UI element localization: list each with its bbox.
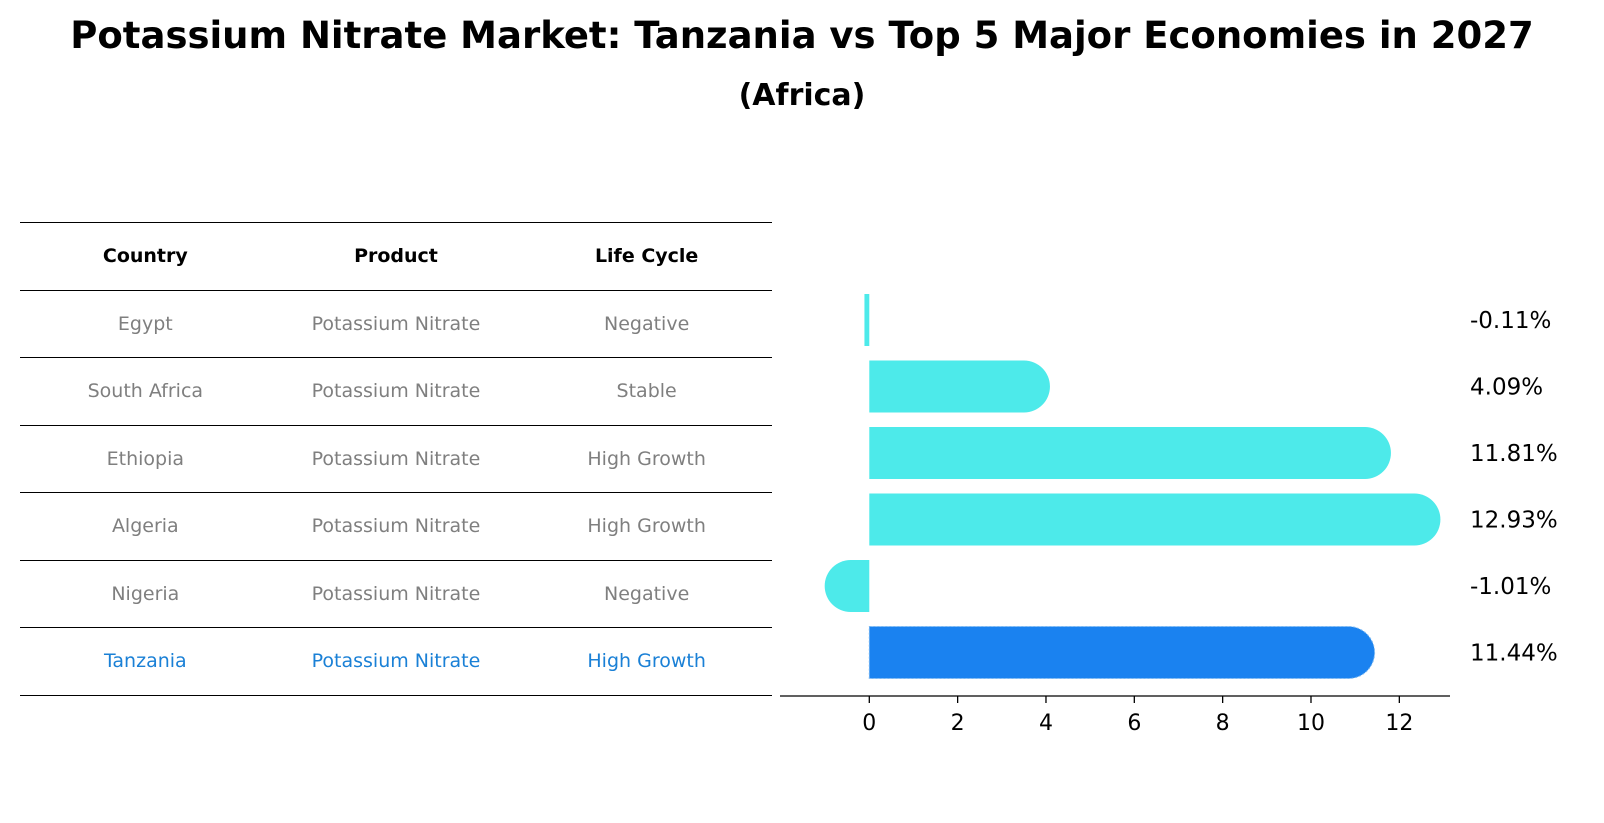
cell-life-cycle: Negative — [604, 312, 690, 335]
chart-subtitle: (Africa) — [738, 78, 866, 113]
cell-product: Potassium Nitrate — [311, 312, 481, 335]
header-life-cycle: Life Cycle — [594, 245, 699, 268]
x-tick-label-10: 10 — [1297, 711, 1325, 736]
bar-egypt — [864, 294, 870, 346]
x-tick-label-8: 8 — [1216, 711, 1230, 736]
bar-ethiopia — [869, 427, 1391, 479]
table-row: Algeria Potassium Nitrate High Growth — [20, 493, 772, 561]
cell-product: Potassium Nitrate — [311, 515, 481, 538]
cell-product: Potassium Nitrate — [311, 582, 481, 605]
cell-product: Potassium Nitrate — [311, 447, 481, 470]
table-row: Ethiopia Potassium Nitrate High Growth — [20, 426, 772, 493]
x-tick-label-0: 0 — [862, 711, 876, 736]
table-header-row: Country Product Life Cycle — [20, 222, 772, 291]
header-product: Product — [354, 245, 438, 268]
data-label-algeria: 12.93% — [1470, 508, 1558, 534]
chart-title: Potassium Nitrate Market: Tanzania vs To… — [70, 14, 1534, 57]
data-label-nigeria: -1.01% — [1470, 574, 1551, 600]
x-tick-label-2: 2 — [951, 711, 965, 736]
data-label-ethiopia: 11.81% — [1470, 441, 1558, 467]
cell-country: Nigeria — [111, 582, 180, 605]
bar-tanzania — [868, 626, 1376, 679]
bar-chart: -0.11% 4.09% 11.81% 12.93% -1.01% 11.44% 0 2 4 6 8… — [780, 280, 1590, 784]
cell-life-cycle: Stable — [616, 380, 677, 403]
bar-south-africa — [869, 360, 1050, 413]
x-tick-label-12: 12 — [1385, 711, 1413, 736]
table-row: Egypt Potassium Nitrate Negative — [20, 291, 772, 358]
cell-life-cycle: High Growth — [587, 650, 706, 673]
comparison-table: Country Product Life Cycle Egypt Potassi… — [20, 222, 772, 696]
cell-life-cycle: High Growth — [587, 515, 706, 538]
cell-country: Algeria — [111, 515, 179, 538]
cell-life-cycle: High Growth — [587, 447, 706, 470]
cell-country: Tanzania — [103, 650, 187, 673]
table-row: Nigeria Potassium Nitrate Negative — [20, 561, 772, 628]
bar-chart-svg: -0.11% 4.09% 11.81% 12.93% -1.01% 11.44% 0 2 4 6 8… — [780, 294, 1558, 736]
x-tick-label-6: 6 — [1127, 711, 1141, 736]
cell-product: Potassium Nitrate — [311, 380, 481, 403]
data-label-south-africa: 4.09% — [1470, 375, 1543, 401]
header-country: Country — [102, 245, 188, 268]
cell-life-cycle: Negative — [604, 582, 690, 605]
x-tick-label-4: 4 — [1039, 711, 1053, 736]
cell-product: Potassium Nitrate — [311, 650, 481, 673]
bar-algeria — [869, 493, 1441, 546]
cell-country: Egypt — [117, 312, 173, 335]
data-label-egypt: -0.11% — [1470, 308, 1551, 334]
data-label-tanzania: 11.44% — [1470, 641, 1558, 667]
cell-country: Ethiopia — [106, 447, 185, 470]
cell-country: South Africa — [87, 380, 204, 403]
bar-nigeria — [824, 560, 870, 612]
table-row-highlighted: Tanzania Potassium Nitrate High Growth — [20, 628, 772, 696]
table-row: South Africa Potassium Nitrate Stable — [20, 358, 772, 426]
